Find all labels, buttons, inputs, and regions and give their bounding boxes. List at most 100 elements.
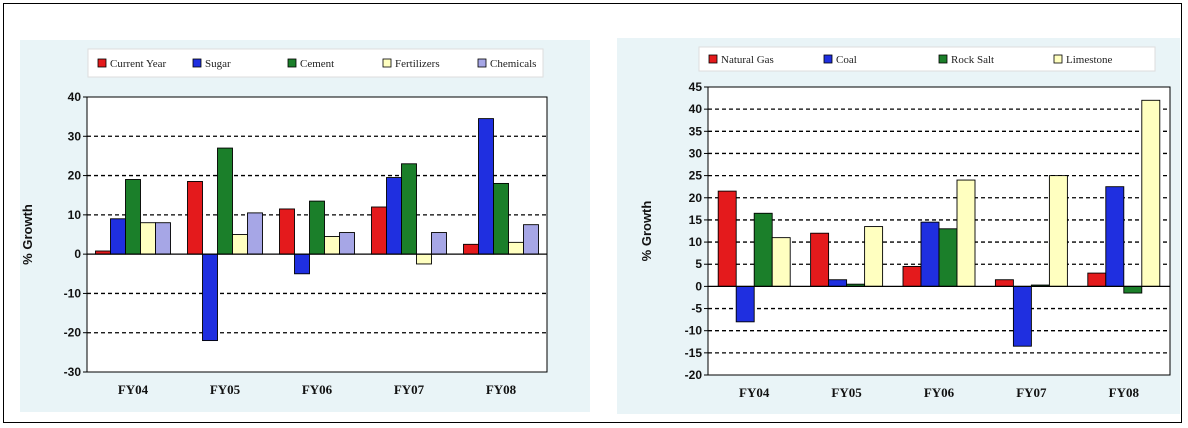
right-xtick-label-3: FY07 [1016,385,1047,400]
left-bar-1-4 [478,118,494,255]
left-ytick-label-7: -30 [64,365,82,379]
right-legend-label-2: Rock Salt [951,54,994,66]
right-bar-0-2 [902,265,922,287]
right-bar-1-0 [735,285,755,323]
left-bar-1-2 [294,253,310,275]
chart-right: Natural Gas Coal Rock Salt Limestone 45 40 35 3… [639,46,1171,400]
right-ytick-label-1: 40 [689,102,703,116]
left-xtick-label-3: FY07 [394,382,425,397]
right-bar-2-4 [1123,285,1143,294]
left-ytick-label-1: 30 [68,129,82,143]
left-bar-2-3 [401,163,417,255]
left-bar-1-3 [386,177,402,255]
left-ytick-label-3: 10 [68,208,82,222]
right-ytick-label-4: 25 [689,169,703,183]
right-legend-swatch-3 [1053,54,1063,64]
right-bar-3-0 [771,237,791,287]
right-bar-0-1 [810,232,830,287]
right-ylabel: % Growth [639,201,654,262]
left-ytick-label-5: -10 [64,286,82,300]
right-ytick-label-13: -20 [685,368,703,382]
right-ytick-label-8: 5 [695,257,702,271]
left-legend-label-2: Cement [300,58,334,70]
left-bar-2-2 [309,200,325,255]
left-bar-0-4 [463,243,479,255]
right-legend-swatch-1 [823,54,833,64]
chart-panel-right: Natural Gas Coal Rock Salt Limestone 45 40 35 3… [617,38,1180,414]
left-xtick-label-0: FY04 [118,382,149,397]
right-ytick-label-7: 10 [689,235,703,249]
left-bar-1-1 [202,253,218,342]
left-legend-swatch-0 [97,58,107,68]
right-ytick-label-0: 45 [689,80,703,94]
left-xtick-label-4: FY08 [486,382,517,397]
left-bar-0-1 [187,181,203,255]
right-bar-3-1 [864,226,884,287]
right-ytick-label-3: 30 [689,146,703,160]
left-ytick-label-2: 20 [68,169,82,183]
right-ytick-label-2: 35 [689,124,703,138]
right-legend-label-0: Natural Gas [721,54,774,66]
left-bar-3-2 [324,236,340,255]
right-bar-2-2 [938,228,958,287]
left-xtick-label-2: FY06 [302,382,333,397]
left-bar-3-1 [232,234,248,255]
right-legend-box [698,46,1156,72]
right-ytick-label-10: -5 [691,302,702,316]
left-legend-label-0: Current Year [110,58,167,70]
left-legend-label-1: Sugar [205,58,231,70]
right-legend-label-1: Coal [836,54,857,66]
right-bar-1-3 [1012,285,1032,347]
right-xtick-label-0: FY04 [739,385,770,400]
left-bar-2-1 [217,147,233,255]
left-bar-0-3 [371,206,387,255]
right-bar-0-3 [994,279,1014,287]
right-bar-1-4 [1105,186,1125,287]
left-bar-4-0 [155,222,171,255]
right-bar-1-1 [828,279,848,287]
right-bar-0-4 [1087,272,1107,287]
left-ytick-label-4: 0 [74,247,81,261]
left-bar-3-0 [140,222,156,255]
left-bar-3-3 [416,253,432,265]
right-bar-3-3 [1048,175,1068,287]
left-bar-2-0 [125,179,141,255]
left-bar-3-4 [508,241,524,255]
left-bar-4-3 [431,232,447,255]
right-bar-1-2 [920,221,940,287]
right-xtick-label-1: FY05 [831,385,862,400]
left-bar-1-0 [110,218,126,255]
left-bar-2-4 [493,182,509,255]
left-bar-4-2 [339,232,355,255]
right-ytick-label-9: 0 [695,279,702,293]
right-bar-0-0 [717,190,737,287]
left-legend-swatch-2 [287,58,297,68]
left-bar-4-1 [247,212,263,255]
left-legend-label-3: Fertilizers [395,58,440,70]
right-bar-3-4 [1141,99,1161,287]
chart-panel-left: Current Year Sugar Cement Fertilizers Chemic… [20,40,590,412]
right-ytick-label-12: -15 [685,346,703,360]
right-bar-3-2 [956,179,976,287]
left-bar-0-2 [279,208,295,255]
right-legend: Natural Gas Coal Rock Salt Limestone [698,46,1156,72]
chart-left: Current Year Sugar Cement Fertilizers Chemic… [20,48,548,397]
right-legend-label-3: Limestone [1066,54,1113,66]
left-legend-swatch-3 [382,58,392,68]
left-ytick-label-6: -20 [64,326,82,340]
right-ytick-label-11: -10 [685,324,703,338]
left-legend-swatch-4 [477,58,487,68]
right-xtick-label-4: FY08 [1109,385,1140,400]
right-legend-swatch-2 [938,54,948,64]
right-ytick-label-6: 15 [689,213,703,227]
left-legend-swatch-1 [192,58,202,68]
left-legend: Current Year Sugar Cement Fertilizers Chemic… [87,48,544,78]
left-xtick-label-1: FY05 [210,382,241,397]
right-xtick-label-2: FY06 [924,385,955,400]
left-bar-4-4 [523,224,539,255]
right-ytick-label-5: 20 [689,191,703,205]
right-legend-swatch-0 [708,54,718,64]
left-ytick-label-0: 40 [68,90,82,104]
right-bar-2-0 [753,212,773,287]
left-ylabel: % Growth [20,204,35,265]
